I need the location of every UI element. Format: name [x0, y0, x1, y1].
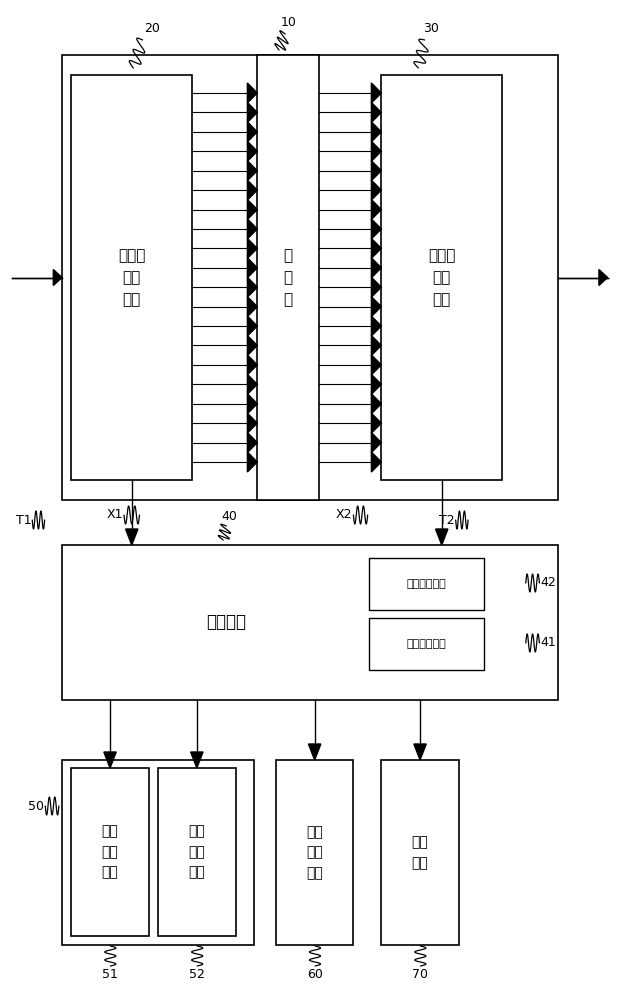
- Bar: [62, 545, 558, 700]
- Polygon shape: [371, 297, 381, 317]
- Text: 多选一
输入
电路: 多选一 输入 电路: [118, 248, 146, 307]
- Text: T1: T1: [16, 514, 32, 526]
- Polygon shape: [191, 752, 203, 768]
- Text: 接
插
件: 接 插 件: [284, 248, 293, 307]
- Polygon shape: [371, 355, 381, 375]
- Polygon shape: [247, 374, 257, 394]
- Text: 告警
模块: 告警 模块: [412, 835, 428, 870]
- Polygon shape: [247, 413, 257, 433]
- Text: 10: 10: [280, 15, 296, 28]
- Polygon shape: [371, 122, 381, 142]
- Polygon shape: [247, 277, 257, 297]
- Polygon shape: [371, 394, 381, 414]
- Polygon shape: [371, 200, 381, 220]
- Polygon shape: [247, 452, 257, 472]
- Bar: [369, 618, 484, 670]
- Text: 多选一
输出
电路: 多选一 输出 电路: [428, 248, 456, 307]
- Bar: [381, 75, 502, 480]
- Polygon shape: [247, 316, 257, 336]
- Text: 第一
显示
模块: 第一 显示 模块: [102, 824, 118, 880]
- Polygon shape: [247, 83, 257, 103]
- Polygon shape: [371, 335, 381, 355]
- Polygon shape: [247, 141, 257, 161]
- Polygon shape: [247, 297, 257, 317]
- Polygon shape: [435, 529, 448, 545]
- Text: 20: 20: [144, 21, 160, 34]
- Text: 第二
显示
模块: 第二 显示 模块: [188, 824, 205, 880]
- Bar: [369, 558, 484, 610]
- Polygon shape: [371, 141, 381, 161]
- Text: 30: 30: [423, 21, 439, 34]
- Text: 数模转换模块: 数模转换模块: [406, 639, 446, 649]
- Polygon shape: [414, 744, 427, 760]
- Polygon shape: [247, 161, 257, 181]
- Polygon shape: [53, 269, 62, 286]
- Polygon shape: [247, 102, 257, 122]
- Polygon shape: [371, 413, 381, 433]
- Polygon shape: [371, 219, 381, 239]
- Bar: [276, 760, 353, 945]
- Polygon shape: [599, 269, 608, 286]
- Polygon shape: [371, 316, 381, 336]
- Text: T2: T2: [438, 514, 454, 526]
- Bar: [381, 760, 459, 945]
- Text: 42: 42: [541, 576, 557, 589]
- Text: 70: 70: [412, 968, 428, 980]
- Polygon shape: [247, 180, 257, 200]
- Text: 51: 51: [102, 968, 118, 980]
- Polygon shape: [371, 374, 381, 394]
- Bar: [62, 760, 254, 945]
- Polygon shape: [371, 83, 381, 103]
- Polygon shape: [247, 238, 257, 258]
- Polygon shape: [247, 200, 257, 220]
- Text: 41: 41: [541, 637, 557, 650]
- Polygon shape: [371, 238, 381, 258]
- Polygon shape: [371, 161, 381, 181]
- Text: 50: 50: [28, 800, 44, 812]
- Polygon shape: [309, 744, 321, 760]
- Text: 第二
存储
模块: 第二 存储 模块: [306, 825, 323, 880]
- Text: 52: 52: [189, 968, 205, 980]
- Text: 第一存储模块: 第一存储模块: [406, 579, 446, 589]
- Polygon shape: [371, 180, 381, 200]
- Text: 处理模块: 处理模块: [206, 613, 246, 632]
- Polygon shape: [247, 355, 257, 375]
- Polygon shape: [247, 258, 257, 278]
- Bar: [71, 75, 192, 480]
- Bar: [257, 55, 319, 500]
- Bar: [62, 55, 558, 500]
- Polygon shape: [371, 258, 381, 278]
- Polygon shape: [247, 394, 257, 414]
- Polygon shape: [247, 433, 257, 453]
- Text: X2: X2: [336, 508, 352, 522]
- Bar: [71, 768, 149, 936]
- Polygon shape: [247, 122, 257, 142]
- Polygon shape: [247, 219, 257, 239]
- Polygon shape: [371, 102, 381, 122]
- Polygon shape: [125, 529, 138, 545]
- Polygon shape: [247, 335, 257, 355]
- Text: 40: 40: [221, 510, 237, 522]
- Polygon shape: [104, 752, 117, 768]
- Polygon shape: [371, 433, 381, 453]
- Text: 60: 60: [307, 968, 323, 980]
- Text: X1: X1: [107, 508, 123, 522]
- Polygon shape: [371, 452, 381, 472]
- Polygon shape: [371, 277, 381, 297]
- Bar: [158, 768, 236, 936]
